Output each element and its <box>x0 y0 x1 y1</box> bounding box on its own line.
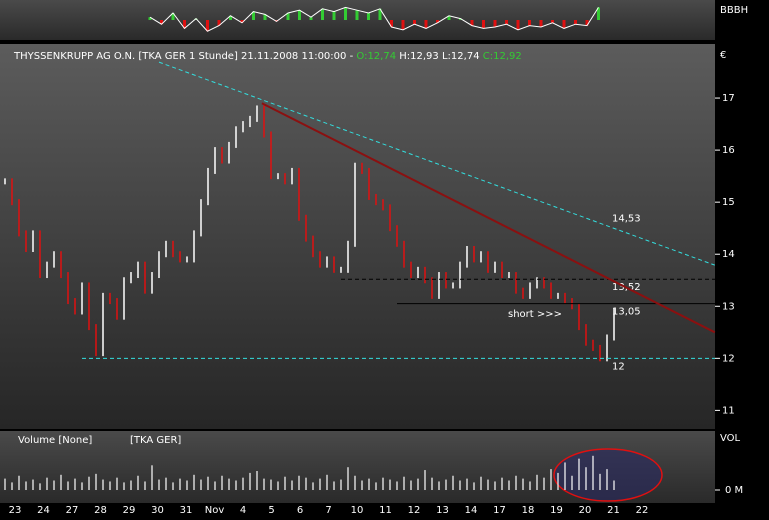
header: THYSSENKRUPP AG O.N. [TKA GER 1 Stunde] … <box>13 51 522 62</box>
y-tick-label: 12 <box>722 353 735 364</box>
y-tick-label: 13 <box>722 301 735 312</box>
x-tick-label: 14 <box>465 505 478 516</box>
level-label: 13,05 <box>612 307 641 318</box>
x-tick-label: 28 <box>94 505 107 516</box>
y-tick-label: 17 <box>722 93 735 104</box>
indicator-label: BBBH <box>720 5 748 16</box>
x-tick-label: 19 <box>550 505 563 516</box>
x-tick-label: Nov <box>205 505 225 516</box>
header-low: L:12,74 <box>442 51 480 62</box>
x-tick-label: 29 <box>123 505 136 516</box>
header-high: H:12,93 <box>399 51 439 62</box>
trend-label: 14,53 <box>612 213 641 224</box>
price-panel <box>0 44 715 429</box>
x-tick-label: 10 <box>351 505 364 516</box>
header-name: THYSSENKRUPP AG O.N. [TKA GER 1 Stunde] … <box>13 51 354 62</box>
volume-tick-label: 0 M <box>725 485 743 496</box>
highlight-ellipse <box>553 448 663 502</box>
x-tick-label: 13 <box>436 505 449 516</box>
y-tick-label: 11 <box>722 405 735 416</box>
x-tick-label: 4 <box>240 505 246 516</box>
x-tick-label: 30 <box>151 505 164 516</box>
x-tick-label: 12 <box>408 505 421 516</box>
x-tick-label: 6 <box>297 505 303 516</box>
volume-symbol: [TKA GER] <box>130 435 181 446</box>
x-tick-label: 11 <box>379 505 392 516</box>
x-tick-label: 20 <box>579 505 592 516</box>
x-tick-label: 7 <box>325 505 331 516</box>
x-tick-label: 18 <box>522 505 535 516</box>
x-tick-label: 5 <box>268 505 274 516</box>
x-tick-label: 27 <box>66 505 79 516</box>
x-tick-label: 23 <box>9 505 22 516</box>
y-tick-label: 15 <box>722 197 735 208</box>
y-tick-label: 16 <box>722 145 735 156</box>
x-tick-label: 31 <box>180 505 193 516</box>
header-close: C:12,92 <box>483 51 522 62</box>
header-open: O:12,74 <box>356 51 396 62</box>
annotation: short >>> <box>508 309 562 320</box>
x-tick-label: 24 <box>37 505 50 516</box>
x-tick-label: 21 <box>607 505 620 516</box>
x-tick-label: 22 <box>636 505 649 516</box>
x-tick-label: 17 <box>493 505 506 516</box>
level-label: 12 <box>612 361 625 372</box>
trend-line <box>261 102 716 334</box>
y-tick-label: 14 <box>722 249 735 260</box>
trend-line <box>158 61 715 266</box>
oscillator-line <box>149 6 599 32</box>
volume-name: Volume [None] <box>18 435 92 446</box>
currency: € <box>720 50 726 61</box>
volume-axis-label: VOL <box>720 433 741 444</box>
